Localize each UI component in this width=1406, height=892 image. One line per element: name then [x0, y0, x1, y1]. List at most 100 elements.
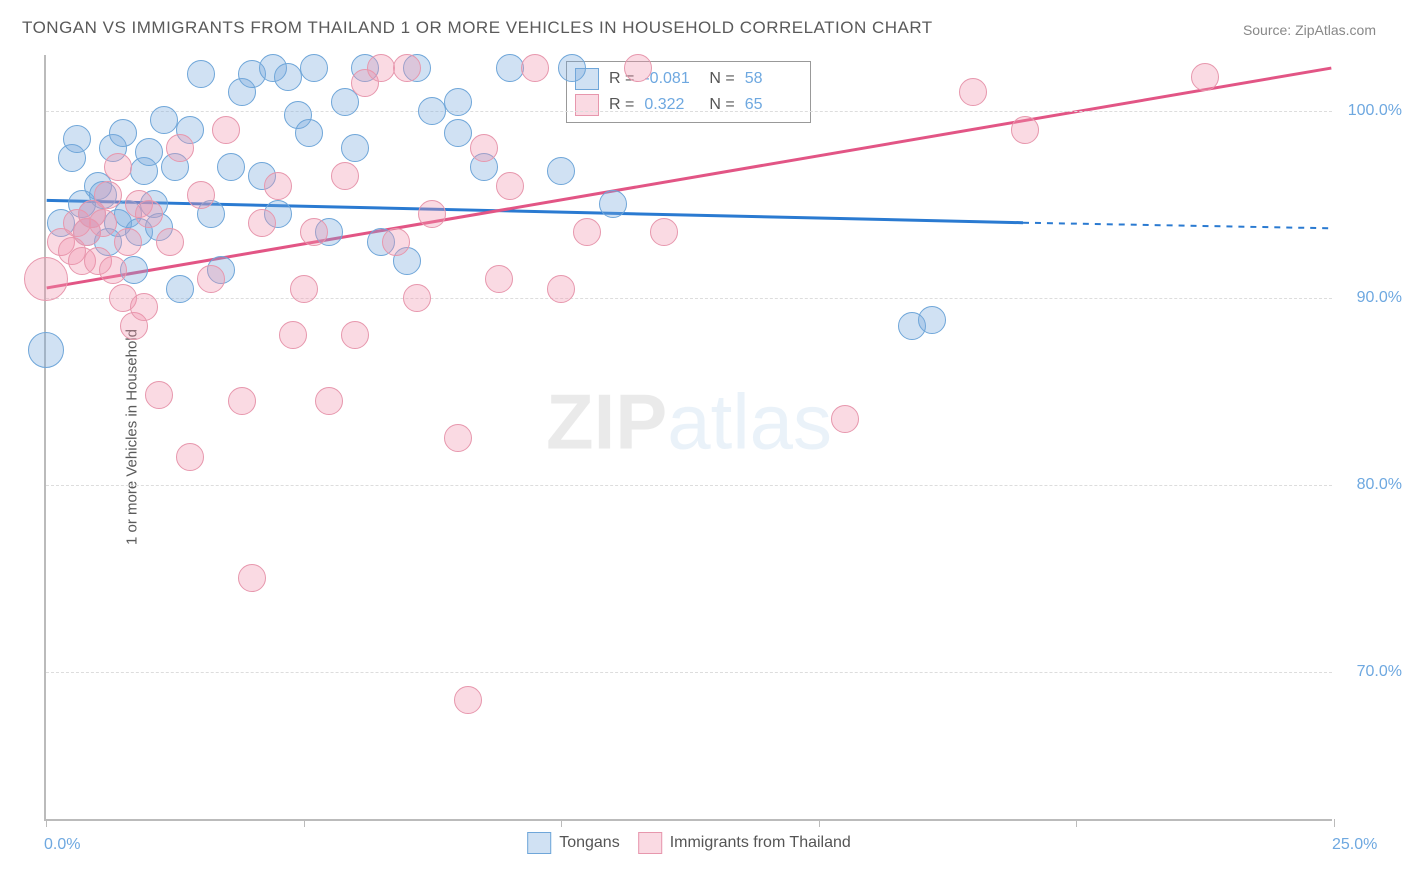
- scatter-point: [1191, 63, 1219, 91]
- plot-area: 1 or more Vehicles in Household ZIPatlas…: [44, 55, 1332, 821]
- bottom-legend: Tongans Immigrants from Thailand: [527, 832, 851, 854]
- scatter-point: [63, 125, 91, 153]
- scatter-point: [238, 564, 266, 592]
- scatter-point: [558, 54, 586, 82]
- legend-swatch-thailand: [575, 94, 599, 116]
- grid-line-h: [46, 298, 1332, 299]
- legend-n-value: 58: [745, 70, 800, 88]
- scatter-point: [130, 293, 158, 321]
- bottom-label-thailand: Immigrants from Thailand: [670, 834, 851, 852]
- grid-line-h: [46, 111, 1332, 112]
- legend-r-value: -0.081: [644, 70, 699, 88]
- bottom-legend-thailand: Immigrants from Thailand: [638, 832, 851, 854]
- scatter-point: [176, 443, 204, 471]
- source-link[interactable]: ZipAtlas.com: [1295, 22, 1376, 38]
- scatter-point: [496, 172, 524, 200]
- y-tick-label: 80.0%: [1357, 476, 1402, 494]
- scatter-point: [150, 106, 178, 134]
- y-tick-label: 100.0%: [1348, 102, 1402, 120]
- scatter-point: [187, 60, 215, 88]
- y-tick-label: 90.0%: [1357, 289, 1402, 307]
- x-tick-label: 25.0%: [1332, 836, 1377, 854]
- scatter-point: [485, 265, 513, 293]
- scatter-point: [290, 275, 318, 303]
- trend-line-extrap: [1023, 223, 1331, 229]
- x-tick: [561, 819, 562, 827]
- scatter-point: [217, 153, 245, 181]
- bottom-swatch-tongans: [527, 832, 551, 854]
- scatter-point: [99, 256, 127, 284]
- scatter-point: [547, 157, 575, 185]
- scatter-point: [264, 172, 292, 200]
- scatter-point: [166, 134, 194, 162]
- legend-n-label: N =: [709, 70, 734, 88]
- scatter-point: [300, 218, 328, 246]
- scatter-point: [521, 54, 549, 82]
- scatter-point: [197, 265, 225, 293]
- scatter-point: [418, 200, 446, 228]
- scatter-point: [248, 209, 276, 237]
- scatter-point: [444, 88, 472, 116]
- scatter-point: [454, 686, 482, 714]
- watermark-zip: ZIP: [546, 377, 667, 465]
- scatter-point: [599, 190, 627, 218]
- legend-box: R = -0.081 N = 58 R = 0.322 N = 65: [566, 61, 811, 123]
- scatter-point: [109, 119, 137, 147]
- scatter-point: [547, 275, 575, 303]
- scatter-point: [341, 134, 369, 162]
- scatter-point: [367, 54, 395, 82]
- chart-title: TONGAN VS IMMIGRANTS FROM THAILAND 1 OR …: [22, 18, 933, 38]
- scatter-point: [228, 387, 256, 415]
- scatter-point: [24, 257, 68, 301]
- scatter-point: [624, 54, 652, 82]
- scatter-point: [393, 54, 421, 82]
- scatter-point: [315, 387, 343, 415]
- y-tick-label: 70.0%: [1357, 663, 1402, 681]
- bottom-label-tongans: Tongans: [559, 834, 620, 852]
- scatter-point: [279, 321, 307, 349]
- scatter-point: [135, 200, 163, 228]
- bottom-swatch-thailand: [638, 832, 662, 854]
- scatter-point: [1011, 116, 1039, 144]
- scatter-point: [573, 218, 601, 246]
- watermark: ZIPatlas: [546, 376, 832, 467]
- scatter-point: [145, 381, 173, 409]
- scatter-point: [94, 181, 122, 209]
- x-tick-label: 0.0%: [44, 836, 80, 854]
- scatter-point: [444, 119, 472, 147]
- scatter-point: [341, 321, 369, 349]
- scatter-point: [418, 97, 446, 125]
- scatter-point: [331, 162, 359, 190]
- scatter-point: [918, 306, 946, 334]
- x-tick: [819, 819, 820, 827]
- scatter-point: [156, 228, 184, 256]
- grid-line-h: [46, 672, 1332, 673]
- x-tick: [1076, 819, 1077, 827]
- scatter-point: [831, 405, 859, 433]
- scatter-point: [300, 54, 328, 82]
- scatter-point: [104, 153, 132, 181]
- watermark-atlas: atlas: [667, 377, 832, 465]
- source-prefix: Source:: [1243, 22, 1295, 38]
- scatter-point: [496, 54, 524, 82]
- x-tick: [46, 819, 47, 827]
- legend-row-thailand: R = 0.322 N = 65: [575, 92, 800, 118]
- scatter-point: [89, 209, 117, 237]
- scatter-point: [114, 228, 142, 256]
- scatter-point: [444, 424, 472, 452]
- scatter-point: [135, 138, 163, 166]
- scatter-point: [212, 116, 240, 144]
- scatter-point: [470, 134, 498, 162]
- scatter-point: [403, 284, 431, 312]
- y-axis-title: 1 or more Vehicles in Household: [123, 329, 140, 545]
- x-tick: [304, 819, 305, 827]
- scatter-point: [187, 181, 215, 209]
- legend-row-tongans: R = -0.081 N = 58: [575, 66, 800, 92]
- scatter-point: [650, 218, 678, 246]
- bottom-legend-tongans: Tongans: [527, 832, 620, 854]
- scatter-point: [382, 228, 410, 256]
- scatter-point: [295, 119, 323, 147]
- scatter-point: [28, 332, 64, 368]
- x-tick: [1334, 819, 1335, 827]
- source-label: Source: ZipAtlas.com: [1243, 22, 1376, 38]
